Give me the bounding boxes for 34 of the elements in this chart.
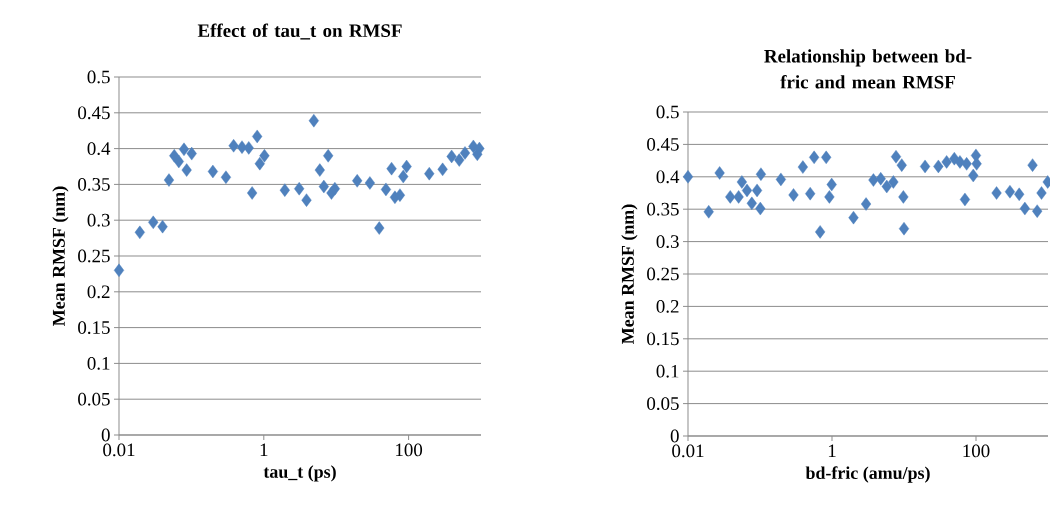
y-tick-label: 0.15 — [647, 332, 679, 346]
x-axis-title: bd-fric (amu/ps) — [805, 466, 930, 483]
y-tick-label: 0.5 — [87, 70, 110, 84]
y-tick-label: 0.35 — [647, 202, 679, 216]
y-tick-label: 0 — [101, 428, 110, 442]
x-tick-label: 0.01 — [672, 444, 704, 458]
y-tick-label: 0.45 — [78, 106, 110, 120]
y-tick-label: 0.4 — [656, 170, 680, 184]
y-tick-label: 0.1 — [656, 364, 679, 378]
y-tick-label: 0.05 — [78, 392, 110, 406]
y-tick-label: 0.05 — [647, 397, 679, 411]
chart-title: Effect of tau_t on RMSF — [197, 23, 402, 40]
y-tick-label: 0.45 — [647, 137, 679, 151]
chart-title: Relationship between bd-fric and mean RMSF — [764, 49, 972, 89]
y-tick-label: 0.25 — [647, 267, 679, 281]
x-tick-label: 1 — [828, 444, 836, 458]
y-tick-label: 0.1 — [87, 356, 110, 370]
y-tick-label: 0 — [670, 429, 679, 443]
y-axis-title: Mean RMSF (nm) — [52, 186, 69, 326]
y-tick-label: 0.2 — [656, 299, 679, 313]
x-axis-title: tau_t (ps) — [263, 465, 336, 482]
y-tick-label: 0.5 — [656, 105, 679, 119]
x-tick-label: 1 — [260, 443, 268, 457]
y-tick-label: 0.3 — [87, 213, 110, 227]
y-axis-title: Mean RMSF (nm) — [621, 204, 638, 344]
y-tick-label: 0.15 — [78, 321, 110, 335]
x-tick-label: 100 — [963, 444, 990, 458]
y-tick-label: 0.4 — [87, 142, 111, 156]
y-tick-label: 0.35 — [78, 177, 110, 191]
x-tick-label: 100 — [396, 443, 423, 457]
y-tick-label: 0.3 — [656, 235, 679, 249]
y-tick-label: 0.2 — [87, 285, 110, 299]
x-tick-label: 0.01 — [103, 443, 135, 457]
y-tick-label: 0.25 — [78, 249, 110, 263]
